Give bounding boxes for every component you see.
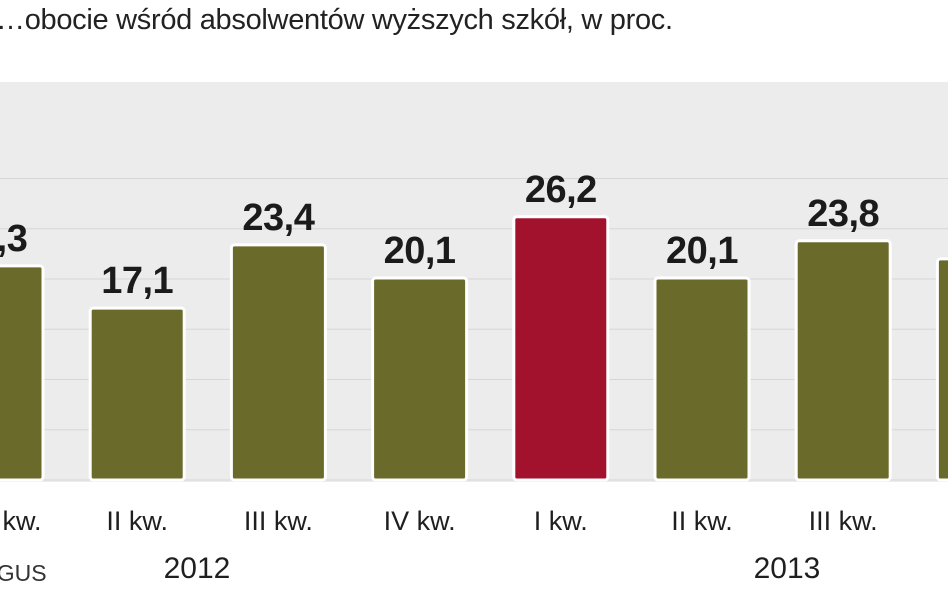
- value-label-1: 17,1: [101, 260, 174, 303]
- bar-0: [0, 264, 45, 482]
- bar-4: [512, 215, 610, 482]
- plot-area: [0, 82, 948, 482]
- value-label-0: ,3: [0, 217, 28, 260]
- bar-3: [371, 276, 469, 482]
- year-label-2012: 2012: [163, 552, 231, 585]
- category-label-5: II kw.: [671, 506, 733, 536]
- bar-1: [88, 306, 186, 482]
- category-label-6: III kw.: [808, 506, 878, 536]
- bar-7: [935, 257, 948, 482]
- category-label-1: II kw.: [106, 506, 168, 536]
- value-label-2: 23,4: [242, 196, 315, 239]
- category-label-0: kw.: [2, 506, 42, 536]
- value-label-3: 20,1: [383, 229, 456, 272]
- category-label-2: III kw.: [243, 506, 313, 536]
- bar-chart: [0, 178, 948, 482]
- value-label-5: 20,1: [666, 229, 738, 272]
- bar-2: [229, 243, 327, 482]
- bar-6: [794, 239, 892, 482]
- bar-5: [653, 276, 751, 482]
- year-label-2013: 2013: [753, 552, 821, 585]
- source-note: : GUS: [0, 560, 47, 586]
- chart-subtitle: …obocie wśród absolwentów wyższych szkół…: [0, 4, 673, 36]
- value-label-4: 26,2: [524, 168, 597, 211]
- category-label-3: IV kw.: [383, 506, 456, 536]
- value-label-6: 23,8: [807, 192, 880, 235]
- category-label-4: I kw.: [533, 506, 588, 536]
